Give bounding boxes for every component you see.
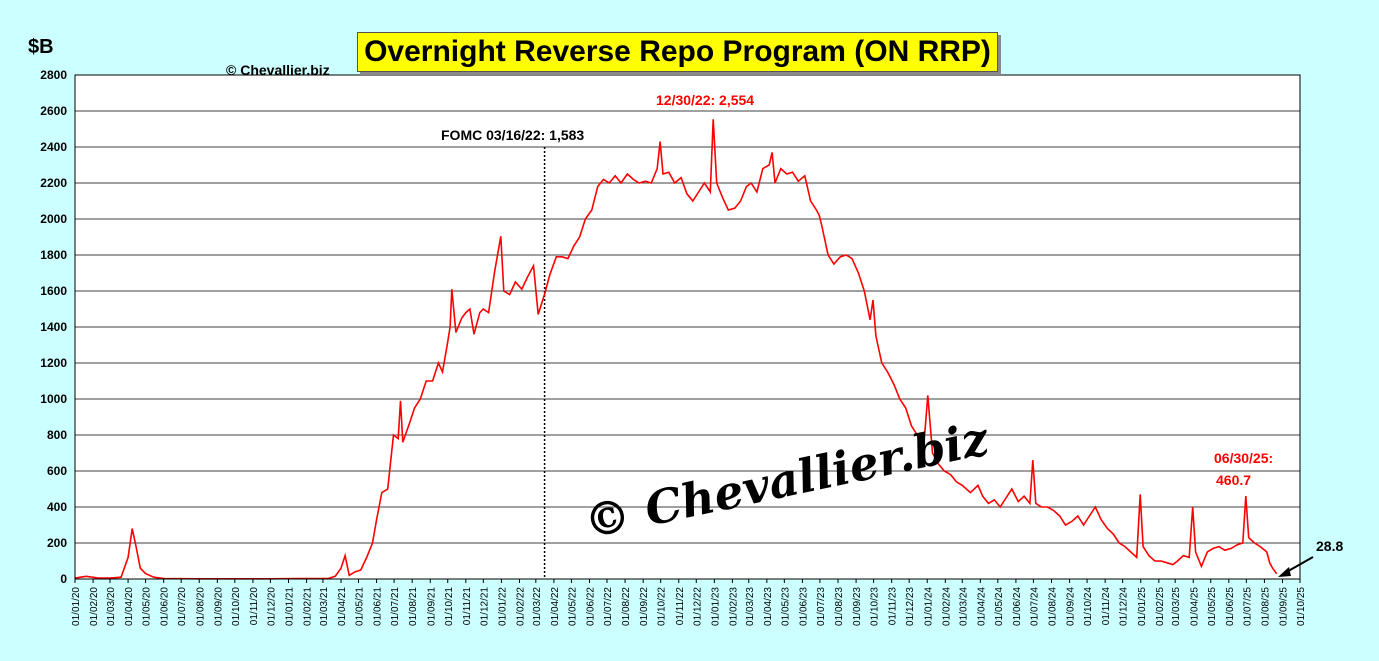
latest-arrow [1278,556,1314,577]
x-tick-label: 01/04/21 [337,587,348,626]
x-tick-label: 01/10/21 [444,587,455,626]
y-tick-label: 2000 [40,212,67,226]
y-axis-unit-label: $B [28,36,54,58]
x-tick-label: 01/03/22 [532,587,543,626]
x-tick-label: 01/02/25 [1155,587,1166,626]
x-axis-ticks: 01/01/20 01/02/20 01/03/20 01/04/20 01/05/20… [71,579,1307,626]
x-tick-label: 01/12/24 [1119,587,1130,626]
x-tick-label: 01/09/25 [1279,587,1290,626]
x-tick-label: 01/04/23 [763,587,774,626]
x-tick-label: 01/11/20 [249,587,260,626]
x-tick-label: 01/10/23 [870,587,881,626]
x-tick-label: 01/05/20 [142,587,153,626]
y-tick-label: 1400 [40,320,67,334]
copyright-text: © Chevallier.biz [226,62,330,78]
y-tick-label: 2800 [40,68,67,82]
x-tick-label: 01/07/20 [177,587,188,626]
x-tick-label: 01/02/20 [89,587,100,626]
x-tick-label: 01/08/23 [834,587,845,626]
x-tick-label: 01/06/25 [1225,587,1236,626]
x-tick-label: 01/05/25 [1207,587,1218,626]
x-tick-label: 01/10/20 [231,587,242,626]
x-tick-label: 01/01/25 [1137,587,1148,626]
x-tick-label: 01/09/21 [426,587,437,626]
plot-frame [74,74,1301,580]
x-tick-label: 01/09/23 [852,587,863,626]
x-tick-label: 01/01/20 [71,587,82,626]
rrp-series-line [74,119,1278,580]
y-tick-label: 1000 [40,392,67,406]
x-tick-label: 01/05/21 [355,587,366,626]
y-tick-label: 2200 [40,176,67,190]
y-tick-label: 1200 [40,356,67,370]
x-tick-label: 01/04/22 [550,587,561,626]
x-tick-label: 01/01/24 [923,587,934,626]
y-tick-label: 1800 [40,248,67,262]
x-tick-label: 01/11/23 [888,587,899,626]
x-tick-label: 01/10/24 [1083,587,1094,626]
x-tick-label: 01/03/21 [319,587,330,626]
x-tick-label: 01/08/20 [195,587,206,626]
x-tick-label: 01/06/22 [586,587,597,626]
chart-title: Overnight Reverse Repo Program (ON RRP) [357,32,998,72]
x-tick-label: 01/10/25 [1296,587,1307,626]
x-tick-label: 01/01/23 [710,587,721,626]
x-tick-label: 01/02/22 [516,587,527,626]
x-tick-label: 01/06/20 [160,587,171,626]
x-tick-label: 01/09/22 [639,587,650,626]
x-tick-label: 01/11/24 [1101,587,1112,626]
x-tick-label: 01/01/22 [497,587,508,626]
x-tick-label: 01/05/24 [994,587,1005,626]
x-tick-label: 01/08/25 [1260,587,1271,626]
x-tick-label: 01/09/20 [213,587,224,626]
x-tick-label: 01/03/25 [1171,587,1182,626]
x-tick-label: 01/08/24 [1048,587,1059,626]
y-tick-label: 800 [47,428,67,442]
y-tick-label: 2600 [40,104,67,118]
y-tick-label: 1600 [40,284,67,298]
y-tick-label: 600 [47,464,67,478]
x-tick-label: 01/08/21 [408,587,419,626]
latest-annotation: 28.8 [1316,538,1344,554]
x-tick-label: 01/07/23 [816,587,827,626]
y-tick-label: 400 [47,500,67,514]
x-tick-label: 01/04/20 [124,587,135,626]
x-tick-label: 01/11/21 [462,587,473,626]
y-tick-label: 2400 [40,140,67,154]
x-tick-label: 01/07/24 [1029,587,1040,626]
y-axis-ticks: 0 200 400 600 800 1000 1200 1400 1600 1800 2000 220… [40,68,67,586]
x-tick-label: 01/03/24 [958,587,969,626]
fomc-annotation: FOMC 03/16/22: 1,583 [441,127,585,143]
x-tick-label: 01/06/23 [798,587,809,626]
x-tick-label: 01/07/25 [1242,587,1253,626]
x-tick-label: 01/05/23 [780,587,791,626]
x-tick-label: 01/03/20 [106,587,117,626]
x-tick-label: 01/05/22 [567,587,578,626]
x-tick-label: 01/02/24 [941,587,952,626]
x-tick-label: 01/02/21 [303,587,314,626]
peak-annotation: 12/30/22: 2,554 [656,92,755,108]
x-tick-label: 01/03/23 [745,587,756,626]
x-tick-label: 01/12/21 [479,587,490,626]
x-tick-label: 01/04/24 [976,587,987,626]
x-tick-label: 01/06/24 [1012,587,1023,626]
x-tick-label: 01/12/22 [692,587,703,626]
x-tick-label: 01/12/23 [905,587,916,626]
x-tick-label: 01/04/25 [1189,587,1200,626]
x-tick-label: 01/11/22 [675,587,686,626]
x-tick-label: 01/06/21 [373,587,384,626]
x-tick-label: 01/07/21 [390,587,401,626]
x-tick-label: 01/07/22 [603,587,614,626]
june-annotation-value: 460.7 [1216,472,1252,488]
x-tick-label: 01/01/21 [285,587,296,626]
x-tick-label: 01/12/20 [266,587,277,626]
y-tick-label: 0 [60,572,67,586]
x-tick-label: 01/08/22 [621,587,632,626]
x-tick-label: 01/10/22 [657,587,668,626]
x-tick-label: 01/09/24 [1066,587,1077,626]
june-annotation-date: 06/30/25: [1214,450,1274,466]
y-tick-label: 200 [47,536,67,550]
x-tick-label: 01/02/23 [728,587,739,626]
